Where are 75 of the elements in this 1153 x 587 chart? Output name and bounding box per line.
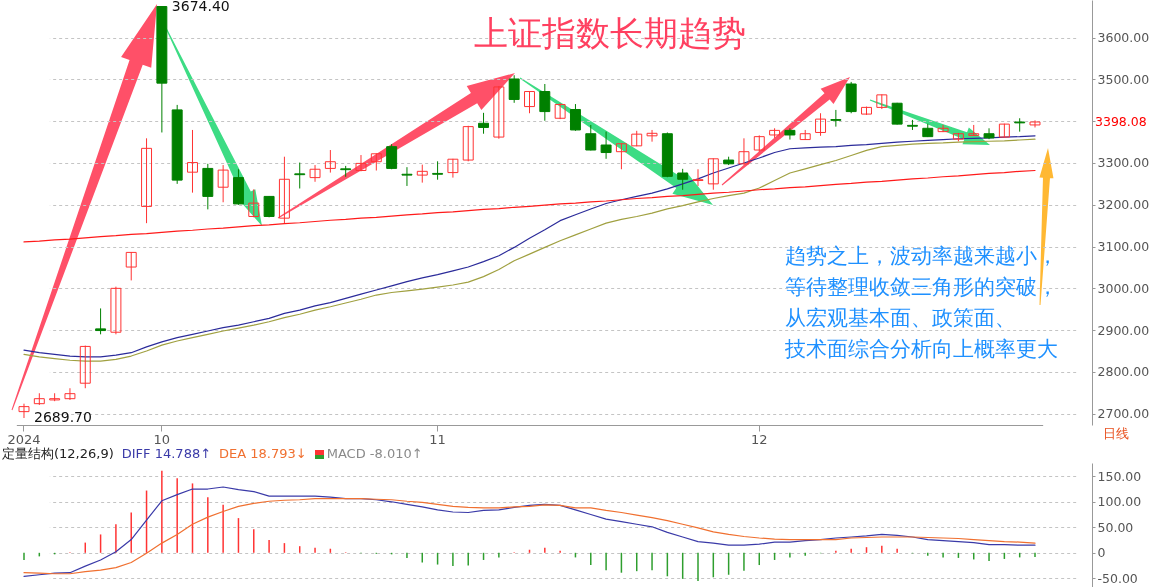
y-tick-label: 3300.00 <box>1097 155 1150 171</box>
candlestick <box>677 168 689 191</box>
x-tick-label: 10 <box>153 431 171 447</box>
candlestick <box>462 125 474 162</box>
candlestick <box>830 109 842 128</box>
candlestick <box>524 90 535 114</box>
annotation: 2689.70 <box>34 409 92 426</box>
candlestick <box>937 124 949 133</box>
candlestick <box>141 137 153 224</box>
candlestick <box>539 83 551 122</box>
text: DEA 18.793↓ <box>219 446 307 461</box>
candlestick <box>217 164 229 203</box>
y-tick-label: 0 <box>1097 545 1106 561</box>
candlestick <box>18 403 30 419</box>
annotation: 从宏观基本面、政策面、 <box>785 306 1016 330</box>
candlestick <box>187 129 198 194</box>
candlestick <box>569 103 581 132</box>
x-tick-label: 12 <box>751 431 768 447</box>
candlestick <box>646 129 658 143</box>
text: DIFF 14.788↑ <box>121 446 212 461</box>
candlestick <box>738 137 750 166</box>
candlestick <box>784 127 796 141</box>
candlestick <box>983 127 995 140</box>
candlestick <box>401 166 413 187</box>
candlestick <box>370 152 382 171</box>
y-tick-label: 3600.00 <box>1097 30 1150 46</box>
y-tick-label: 3500.00 <box>1097 71 1150 87</box>
chart-title: 定量结构(12,26,9) <box>2 446 114 461</box>
candlestick <box>554 102 566 120</box>
candlestick <box>110 286 122 335</box>
candlestick <box>432 160 444 181</box>
y-tick-label: 2700.00 <box>1097 406 1150 422</box>
legend-label: MACD -8.010↑ <box>325 446 423 461</box>
candlestick <box>585 124 597 151</box>
annotation: 3674.40 <box>171 0 230 14</box>
candlestick <box>355 154 367 172</box>
y-tick-label: 3200.00 <box>1097 197 1150 213</box>
candlestick <box>278 156 290 224</box>
annotation: 趋势之上，波动率越来越小， <box>785 244 1058 268</box>
text: 日线 <box>1103 426 1129 441</box>
x-tick-label: 11 <box>429 431 446 447</box>
y-tick-label: 50.00 <box>1097 519 1134 535</box>
text: 3398.08 <box>1095 114 1147 129</box>
y-tick-label: -50.00 <box>1097 570 1138 586</box>
candlestick <box>386 143 398 170</box>
y-tick-label: 150.00 <box>1097 468 1142 484</box>
candlestick <box>324 149 336 174</box>
y-tick-label: 3100.00 <box>1097 239 1150 255</box>
line-series <box>23 498 1036 575</box>
candlestick <box>692 168 704 187</box>
candlestick <box>95 307 107 335</box>
candlestick <box>493 85 505 140</box>
line-series <box>23 169 1036 243</box>
candlestick <box>294 162 306 189</box>
candlestick <box>508 74 520 104</box>
chart-title: 上证指数长期趋势 <box>474 13 746 53</box>
annotation: 技术面综合分析向上概率更大 <box>784 337 1058 361</box>
candlestick <box>309 164 321 183</box>
line-series <box>23 486 1036 577</box>
candlestick <box>79 345 91 389</box>
candlestick <box>125 251 137 281</box>
y-tick-label: 100.00 <box>1097 494 1142 510</box>
candlestick <box>64 387 76 401</box>
y-tick-label: 2800.00 <box>1097 364 1150 380</box>
annotation: 等待整理收敛三角形的突破， <box>785 275 1058 299</box>
y-tick-label: 2900.00 <box>1097 322 1150 338</box>
candlestick <box>248 188 260 218</box>
candlestick <box>447 158 459 179</box>
candlestick <box>707 157 719 191</box>
y-tick-label: 3000.00 <box>1097 280 1150 296</box>
candlestick <box>600 131 612 160</box>
candlestick <box>615 142 627 170</box>
candlestick <box>478 112 490 135</box>
x-tick-label: 2024 <box>7 431 41 447</box>
candlestick <box>815 112 827 137</box>
